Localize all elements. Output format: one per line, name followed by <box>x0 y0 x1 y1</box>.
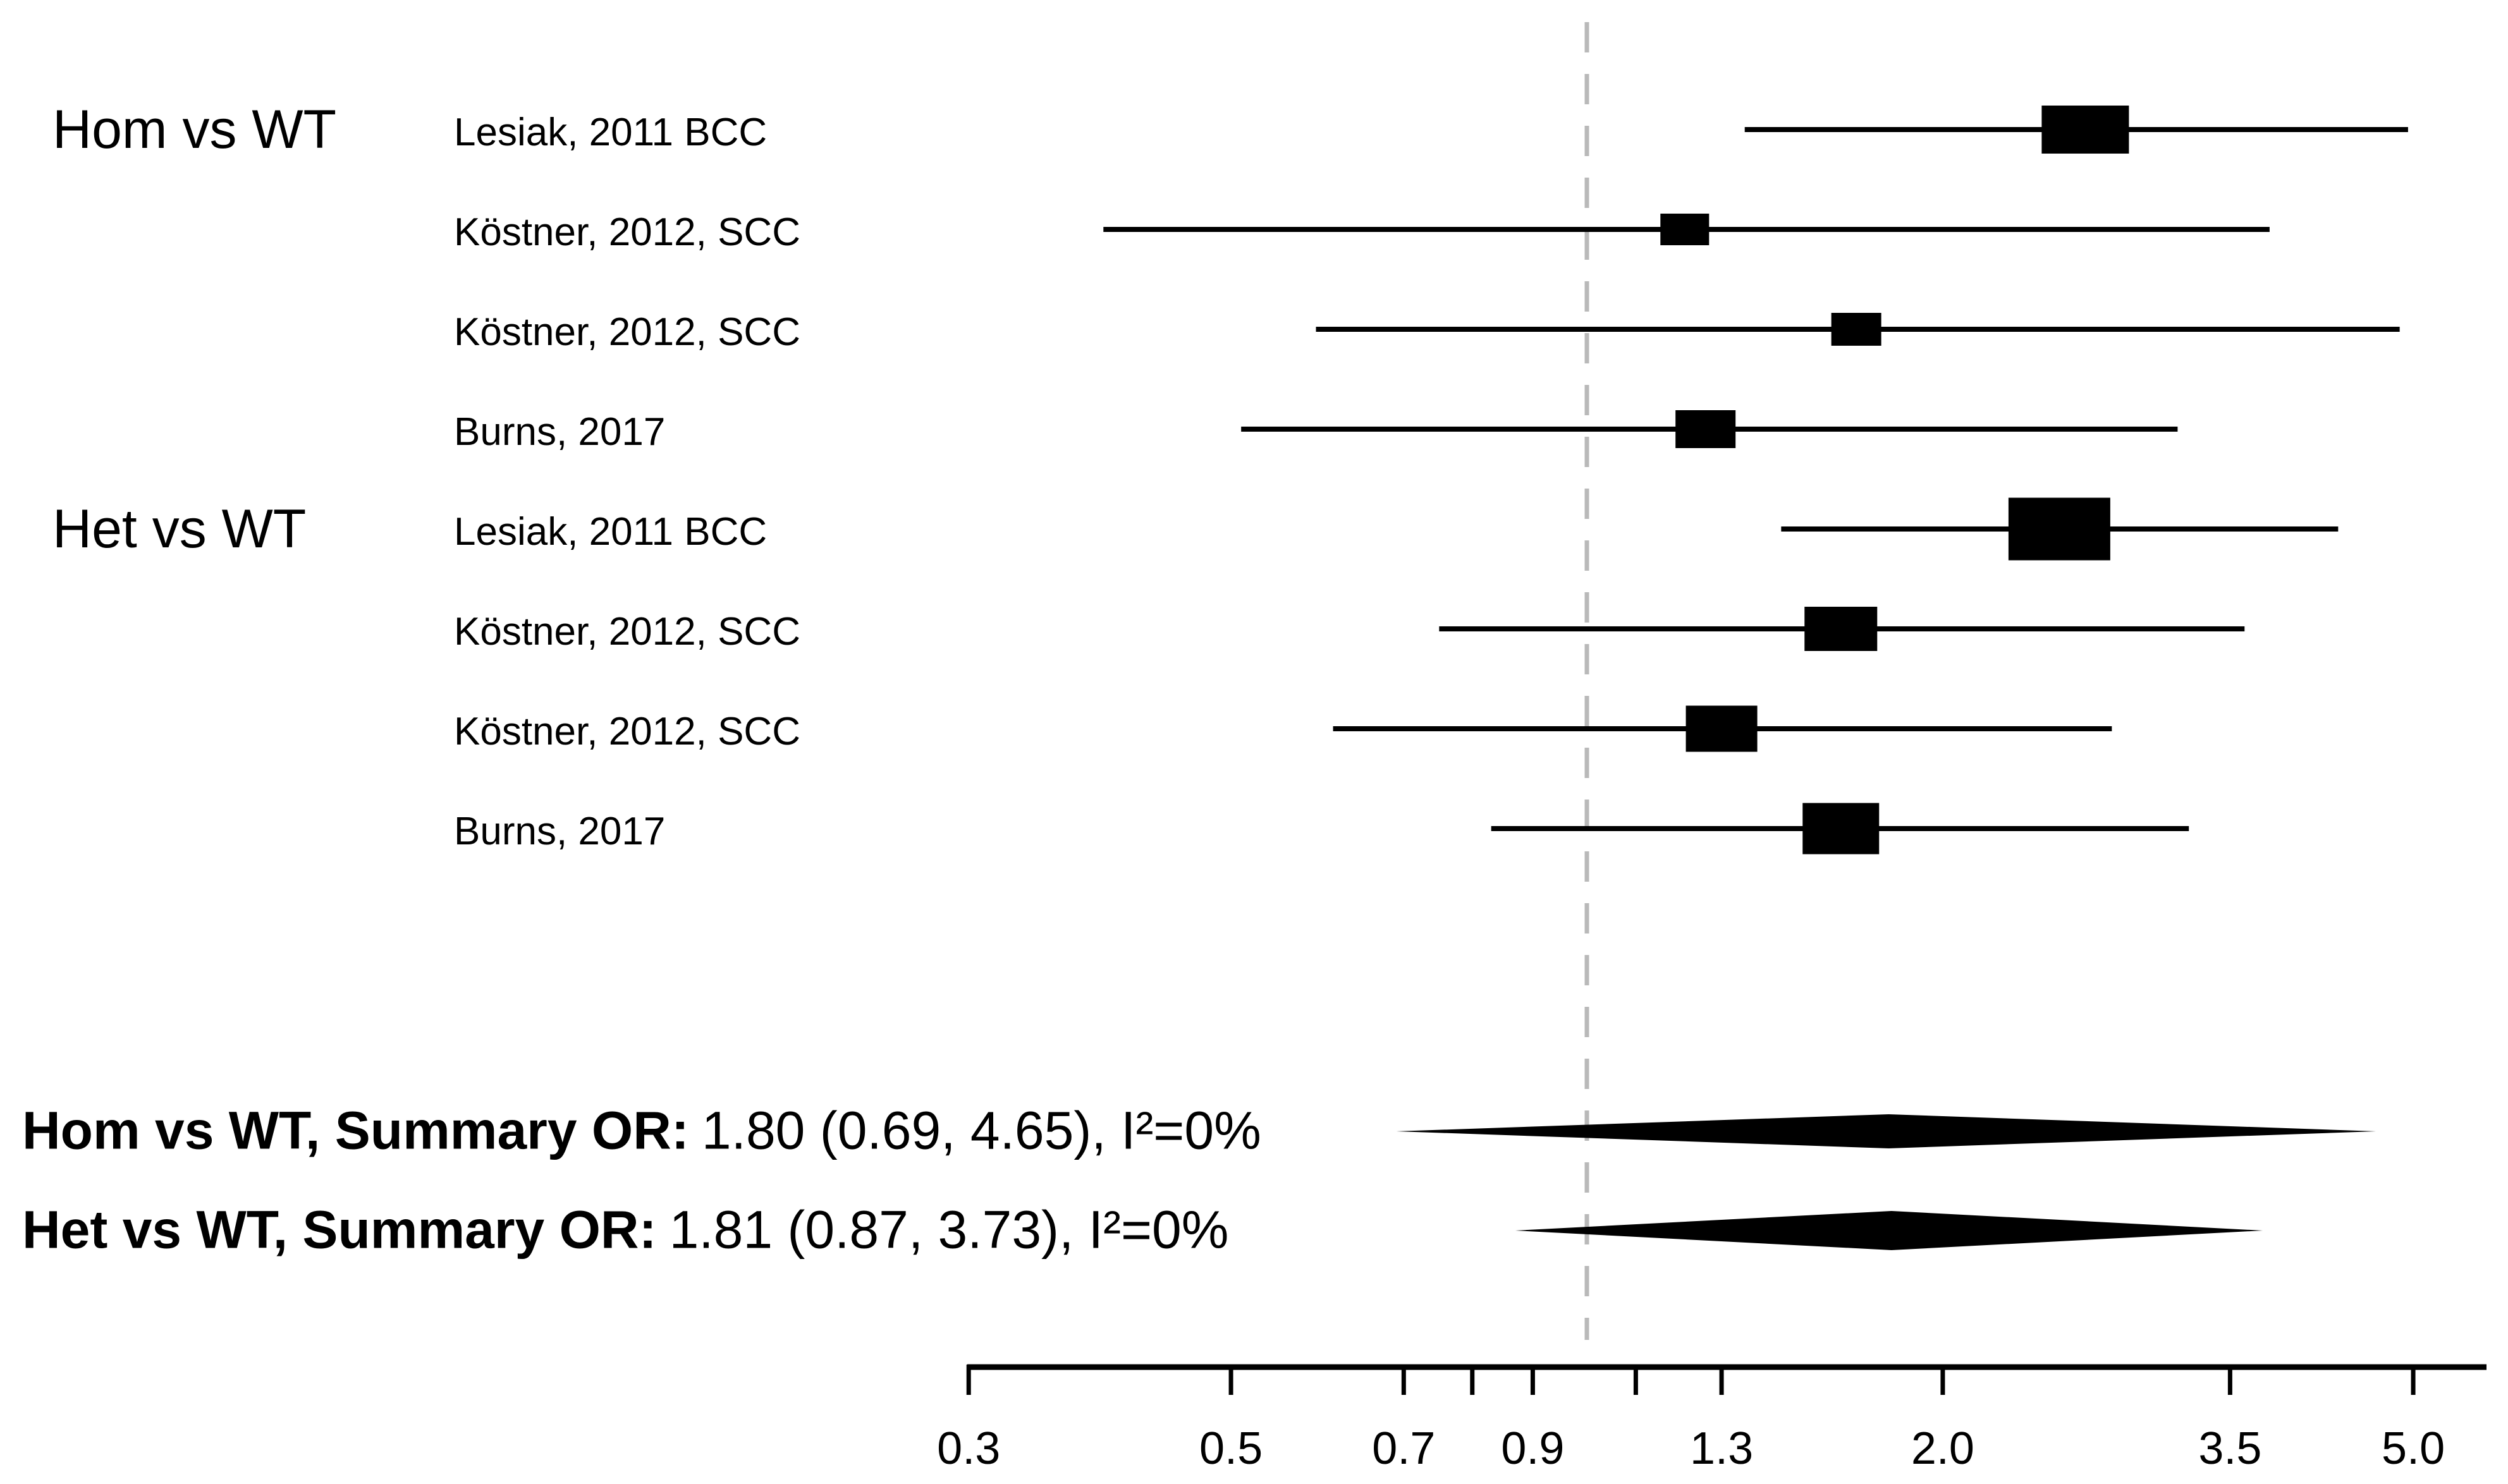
x-axis-tick-label: 0.3 <box>937 1423 1001 1474</box>
x-axis-tick-label: 0.7 <box>1372 1423 1436 1474</box>
summary-value-hom: 1.80 (0.69, 4.65), I²=0% <box>701 1100 1261 1160</box>
summary-label-hom: Hom vs WT, Summary OR: <box>22 1100 689 1160</box>
summary-row-hom: Hom vs WT, Summary OR: 1.80 (0.69, 4.65),… <box>22 1104 1261 1157</box>
summary-diamond <box>1515 1211 2263 1250</box>
study-label: Lesiak, 2011 BCC <box>454 510 768 554</box>
x-axis-tick-label: 3.5 <box>2198 1423 2262 1474</box>
or-box <box>1660 214 1710 245</box>
study-label: Burns, 2017 <box>454 410 666 454</box>
study-label: Burns, 2017 <box>454 810 666 853</box>
study-label: Köstner, 2012, SCC <box>454 310 800 354</box>
summary-diamond <box>1396 1114 2376 1148</box>
summary-label-het: Het vs WT, Summary OR: <box>22 1200 657 1260</box>
group-label-het-vs-wt: Het vs WT <box>52 499 307 559</box>
or-box <box>1675 410 1736 448</box>
group-label-hom-vs-wt: Hom vs WT <box>52 99 337 160</box>
study-label: Köstner, 2012, SCC <box>454 710 800 753</box>
study-label: Lesiak, 2011 BCC <box>454 111 768 154</box>
or-box <box>1831 313 1881 346</box>
x-axis-tick-label: 2.0 <box>1911 1423 1974 1474</box>
summary-value-het: 1.81 (0.87, 3.73), I²=0% <box>669 1200 1229 1260</box>
study-label: Köstner, 2012, SCC <box>454 210 800 254</box>
study-label: Köstner, 2012, SCC <box>454 610 800 654</box>
x-axis-tick-label: 0.9 <box>1501 1423 1565 1474</box>
or-box <box>1685 705 1758 752</box>
or-box <box>1804 607 1878 651</box>
or-box <box>2041 106 2129 154</box>
or-box <box>1802 803 1880 855</box>
x-axis-tick-label: 1.3 <box>1690 1423 1754 1474</box>
or-box <box>2008 497 2110 561</box>
x-axis-tick-label: 5.0 <box>2382 1423 2445 1474</box>
x-axis-tick-label: 0.5 <box>1199 1423 1263 1474</box>
summary-row-het: Het vs WT, Summary OR: 1.81 (0.87, 3.73),… <box>22 1203 1228 1256</box>
